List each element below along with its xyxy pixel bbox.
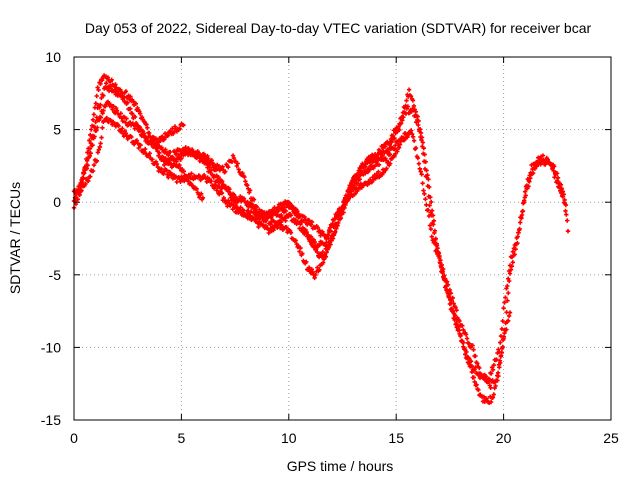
y-tick-label: -10 xyxy=(41,339,61,355)
chart-title: Day 053 of 2022, Sidereal Day-to-day VTE… xyxy=(85,20,592,36)
y-tick-label: 5 xyxy=(53,122,61,138)
x-tick-label: 5 xyxy=(178,430,186,446)
grid xyxy=(74,57,611,420)
y-axis-label: SDTVAR / TECUs xyxy=(7,182,23,294)
y-tick-label: 0 xyxy=(53,194,61,210)
x-tick-label: 15 xyxy=(388,430,404,446)
x-tick-label: 20 xyxy=(496,430,512,446)
plot-frame xyxy=(73,56,612,421)
x-axis-label: GPS time / hours xyxy=(287,458,394,474)
series-track-6 xyxy=(200,130,412,260)
x-tick-label: 10 xyxy=(281,430,297,446)
y-tick-label: -5 xyxy=(49,267,62,283)
y-tick-label: 10 xyxy=(45,49,61,65)
axis-ticks: 0 5 10 15 20 25 -15 -10 -5 0 5 10 xyxy=(41,49,619,446)
data-points xyxy=(71,73,571,405)
y-tick-label: -15 xyxy=(41,412,61,428)
x-tick-label: 0 xyxy=(70,430,78,446)
data-markers xyxy=(200,130,412,260)
x-tick-label: 25 xyxy=(603,430,619,446)
